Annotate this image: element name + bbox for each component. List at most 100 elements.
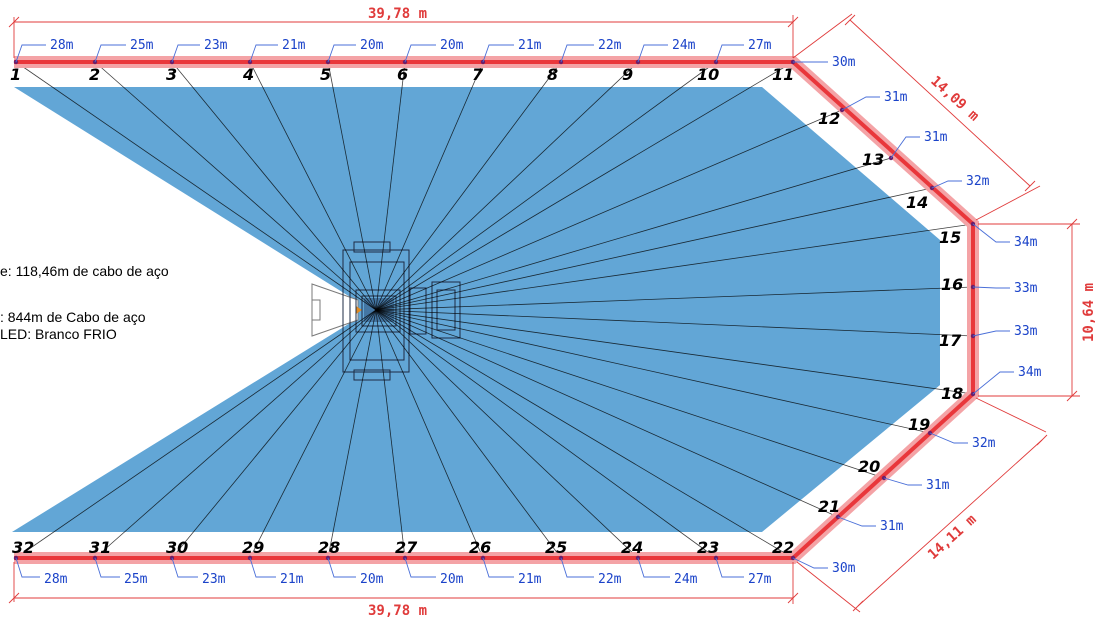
leader-22 [792,557,828,569]
length-label-32: 28m [44,572,68,587]
ray-6 [375,61,406,311]
dim-lower-diag-ext-1 [975,397,1047,433]
anchor-number-7: 7 [472,65,484,84]
cable-perimeter [14,60,975,560]
leader-12 [841,96,880,111]
dim-upper-diag-tick-1 [844,14,856,26]
anchor-number-14: 14 [906,193,928,212]
leader-27 [404,557,436,578]
anchor-number-19: 19 [908,415,930,434]
length-label-23: 27m [748,572,772,587]
leader-24 [637,557,670,578]
legend-line-2: : 844m de Cabo de aço [0,309,146,325]
dim-lower-diag-line [857,439,1043,607]
ray-13 [375,157,892,311]
leader-32 [15,557,40,578]
ray-8 [375,61,562,311]
length-label-1: 28m [50,38,74,53]
ray-7 [375,61,484,311]
leader-18 [972,371,1014,395]
ray-1 [15,61,377,311]
ray-27 [375,309,406,559]
anchor-number-5: 5 [320,65,331,84]
anchor-number-11: 11 [772,65,794,84]
anchor-number-25: 25 [545,538,567,557]
leader-4 [249,44,278,63]
ray-12 [375,109,843,311]
dim-right-tick-top [1066,218,1078,230]
leader-1 [15,44,46,63]
dim-upper-diag-ext-1 [792,13,853,59]
ray-28 [327,309,377,559]
length-label-28: 20m [360,572,384,587]
ray-15 [375,223,974,311]
leader-7 [482,44,514,63]
length-label-20: 31m [926,478,950,493]
length-label-8: 22m [598,38,622,53]
length-label-26: 21m [518,572,542,587]
ray-5 [327,61,377,311]
anchor-number-29: 29 [242,538,264,557]
dim-upper-diag-tick-2 [1024,180,1036,192]
ray-23 [375,309,717,559]
length-label-7: 21m [518,38,542,53]
length-label-12: 31m [884,90,908,105]
leader-17 [972,330,1010,337]
length-label-3: 23m [204,38,228,53]
ray-14 [375,187,933,311]
dim-top-tick-left [8,16,20,28]
anchor-number-15: 15 [939,228,961,247]
length-label-9: 24m [672,38,696,53]
dim-bottom-tick-right [787,592,799,604]
leader-14 [931,180,962,189]
dim-right-label: 10,64 m [1081,283,1097,342]
ray-11 [375,61,794,311]
length-label-24: 24m [674,572,698,587]
dim-bottom-label: 39,78 m [368,603,427,617]
anchor-number-1: 1 [10,65,21,84]
anchor-number-22: 22 [772,538,794,557]
anchor-number-21: 21 [818,497,840,516]
leader-31 [94,557,120,578]
length-label-13: 31m [924,130,948,145]
leader-8 [560,44,594,63]
anchor-number-24: 24 [621,538,643,557]
length-label-22: 30m [832,561,856,576]
legend-line-3: LED: Branco FRIO [0,326,117,342]
hub-bottom-tab [353,369,391,381]
ray-21 [375,309,839,518]
leader-6 [404,44,436,63]
anchor-number-20: 20 [858,457,880,476]
ray-17 [375,309,974,337]
length-label-18: 34m [1018,365,1042,380]
anchor-number-9: 9 [622,65,633,84]
length-label-25: 22m [598,572,622,587]
length-label-15: 34m [1014,235,1038,250]
ray-2 [94,61,377,311]
anchor-number-3: 3 [166,65,177,84]
dim-top-tick-right [787,16,799,28]
leader-15 [972,223,1010,243]
leader-30 [171,557,198,578]
leader-21 [837,516,876,527]
ray-31 [94,309,377,559]
dim-lower-diag-tick-1 [1036,434,1048,446]
ray-10 [375,61,717,311]
length-label-16: 33m [1014,281,1038,296]
dim-lower-diag-tick-2 [852,600,864,612]
leader-26 [482,557,514,578]
hub-back-plate [311,299,321,321]
ray-30 [171,309,377,559]
hub-right-block [409,287,427,335]
anchor-number-30: 30 [166,538,188,557]
coverage-area [12,87,940,532]
anchor-number-12: 12 [818,109,840,128]
length-label-11: 30m [832,55,856,70]
length-label-21: 31m [880,519,904,534]
ray-20 [375,309,885,479]
ray-26 [375,309,484,559]
length-label-2: 25m [130,38,154,53]
hub-right-inner [436,289,456,331]
